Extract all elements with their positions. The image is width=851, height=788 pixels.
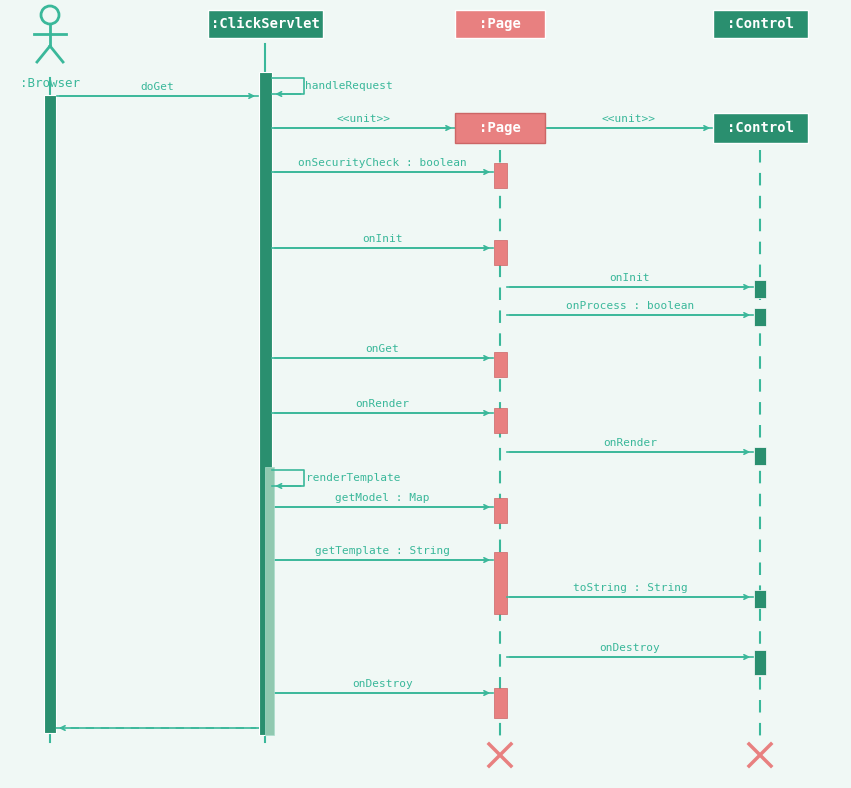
Bar [754, 447, 766, 465]
Text: :Page: :Page [479, 17, 521, 31]
Bar [754, 590, 766, 608]
Text: onDestroy: onDestroy [352, 679, 413, 689]
Bar [265, 467, 273, 735]
Bar [712, 113, 808, 143]
Bar [754, 308, 766, 326]
Text: onRender: onRender [356, 399, 409, 409]
Text: getTemplate : String: getTemplate : String [315, 546, 450, 556]
Text: renderTemplate: renderTemplate [306, 473, 400, 483]
Bar [494, 552, 506, 614]
Text: :Control: :Control [727, 17, 793, 31]
Bar [494, 408, 506, 433]
Text: :Browser: :Browser [20, 77, 80, 90]
Bar [494, 163, 506, 188]
Text: onInit: onInit [363, 234, 403, 244]
Bar [494, 498, 506, 523]
Text: onSecurityCheck : boolean: onSecurityCheck : boolean [298, 158, 467, 168]
Text: <<unit>>: <<unit>> [602, 114, 656, 124]
Text: toString : String: toString : String [573, 583, 688, 593]
Text: <<unit>>: <<unit>> [336, 114, 391, 124]
Bar [494, 352, 506, 377]
Text: onGet: onGet [366, 344, 399, 354]
Bar [259, 72, 271, 735]
Bar [44, 95, 56, 733]
Text: getModel : Map: getModel : Map [335, 493, 430, 503]
Text: onRender: onRender [603, 438, 657, 448]
Text: :ClickServlet: :ClickServlet [210, 17, 319, 31]
Text: doGet: doGet [140, 82, 174, 92]
Text: :Control: :Control [727, 121, 793, 135]
Bar [494, 688, 506, 718]
Text: handleRequest: handleRequest [306, 81, 393, 91]
Bar [455, 10, 545, 38]
Text: onDestroy: onDestroy [600, 643, 660, 653]
Bar [754, 280, 766, 298]
Text: onProcess : boolean: onProcess : boolean [566, 301, 694, 311]
Text: onInit: onInit [610, 273, 650, 283]
Bar [712, 10, 808, 38]
Bar [754, 650, 766, 675]
Text: :Page: :Page [479, 121, 521, 135]
Bar [494, 240, 506, 265]
Bar [455, 113, 545, 143]
Bar [208, 10, 323, 38]
